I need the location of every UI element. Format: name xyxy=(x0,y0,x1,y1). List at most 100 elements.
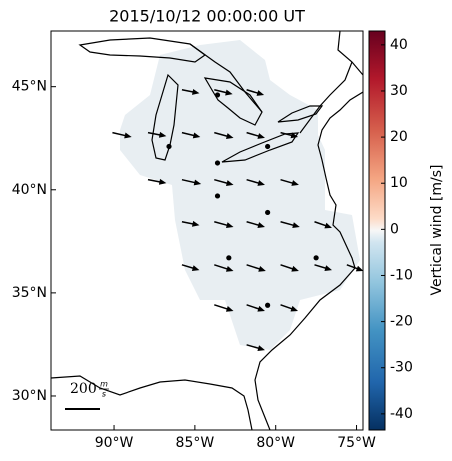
arrow-shaft xyxy=(314,264,328,270)
arrow-head xyxy=(257,180,265,186)
wind-vector xyxy=(181,131,201,139)
colorbar-tick-label: 10 xyxy=(390,175,408,191)
arrow-shaft xyxy=(246,89,260,95)
arrow-shaft xyxy=(181,131,196,137)
arrow-head xyxy=(193,179,202,186)
colorbar-label: Vertical wind [m/s] xyxy=(429,165,445,296)
arrow-head xyxy=(191,220,200,227)
y-tick-label: 30°N xyxy=(12,388,47,404)
data-domain xyxy=(120,40,360,350)
arrow-head xyxy=(292,222,300,229)
arrow-head xyxy=(124,132,132,139)
map-layer xyxy=(51,31,363,430)
arrow-head xyxy=(291,180,299,186)
arrow-head xyxy=(257,305,265,312)
wind-vector xyxy=(246,89,265,96)
arrow-head xyxy=(225,305,234,312)
colorbar-tick-label: 40 xyxy=(390,37,408,53)
arrow-shaft xyxy=(112,131,127,137)
wind-vector xyxy=(246,344,265,352)
arrow-head xyxy=(225,265,234,272)
arrow-head xyxy=(191,265,200,271)
station xyxy=(226,255,232,261)
station xyxy=(214,92,221,98)
scale-unit-denominator: s xyxy=(102,390,106,399)
arrow-head xyxy=(258,265,266,272)
wind-vector xyxy=(181,220,200,227)
arrow-shaft xyxy=(280,304,294,311)
arrow-shaft xyxy=(147,178,162,183)
wind-vector xyxy=(181,178,202,186)
wind-vector xyxy=(314,264,333,271)
arrow-shaft xyxy=(246,131,261,138)
arrow-head xyxy=(225,133,234,139)
arrow-shaft xyxy=(181,221,195,225)
arrow-shaft xyxy=(246,221,261,227)
wind-vector xyxy=(214,221,234,229)
x-tick-label: 90°W xyxy=(95,435,134,451)
colorbar-tick-label: -20 xyxy=(390,314,413,330)
station xyxy=(214,193,221,199)
station xyxy=(214,160,221,166)
wind-vector xyxy=(214,131,234,139)
wind-vector xyxy=(280,304,299,312)
scale-value: 200 xyxy=(70,381,97,397)
wind-vector xyxy=(214,178,234,186)
arrow-head xyxy=(290,132,299,139)
wind-vector xyxy=(112,131,132,139)
arrow-shaft xyxy=(214,304,229,311)
arrow-head xyxy=(291,265,299,272)
arrow-shaft xyxy=(246,344,261,350)
y-tick-label: 35°N xyxy=(12,285,47,301)
arrow-shaft xyxy=(346,264,360,270)
colorbar xyxy=(368,30,386,431)
arrow-shaft xyxy=(246,264,262,271)
arrow-shaft xyxy=(181,264,195,270)
arrow-shaft xyxy=(246,304,261,311)
arrow-head xyxy=(355,265,363,272)
arrow-head xyxy=(257,345,265,352)
arrow-shaft xyxy=(214,89,228,94)
y-tick-label: 45°N xyxy=(12,79,47,95)
arrow-head xyxy=(290,305,299,312)
station xyxy=(166,143,172,150)
arrow-shaft xyxy=(214,264,229,271)
arrow-shaft xyxy=(181,178,197,184)
arrow-head xyxy=(257,133,265,139)
map-frame xyxy=(50,30,364,431)
scale-legend: 200 m s xyxy=(70,380,109,399)
coastline xyxy=(51,375,253,430)
colorbar-tick-label: -10 xyxy=(390,267,413,283)
wind-vector xyxy=(280,131,299,139)
colorbar-tick-label: -30 xyxy=(390,360,413,376)
arrow-head xyxy=(192,132,201,139)
arrow-shaft xyxy=(246,178,261,185)
wind-vector xyxy=(246,221,265,228)
colorbar-tick-label: 30 xyxy=(390,83,408,99)
arrow-head xyxy=(256,90,265,96)
wind-vector xyxy=(246,131,265,139)
title: 2015/10/12 00:00:00 UT xyxy=(109,7,305,26)
x-tick-label: 80°W xyxy=(256,435,295,451)
arrow-head xyxy=(225,180,234,186)
wind-vector xyxy=(214,304,234,312)
wind-vector xyxy=(181,88,200,95)
border xyxy=(189,43,353,134)
wind-vector xyxy=(214,89,233,96)
lake xyxy=(78,37,207,63)
arrow-shaft xyxy=(214,178,229,185)
arrow-head xyxy=(225,89,233,96)
arrow-head xyxy=(225,222,234,229)
x-tick-label: 85°W xyxy=(176,435,215,451)
arrow-head xyxy=(158,178,167,185)
wind-vector xyxy=(246,264,266,272)
x-tick-label: 75°W xyxy=(337,435,376,451)
station xyxy=(265,209,271,216)
arrow-shaft xyxy=(214,131,229,138)
colorbar-tick-label: -40 xyxy=(390,406,413,422)
wind-vector xyxy=(314,221,333,229)
arrow-head xyxy=(191,88,200,95)
lake xyxy=(151,73,179,161)
